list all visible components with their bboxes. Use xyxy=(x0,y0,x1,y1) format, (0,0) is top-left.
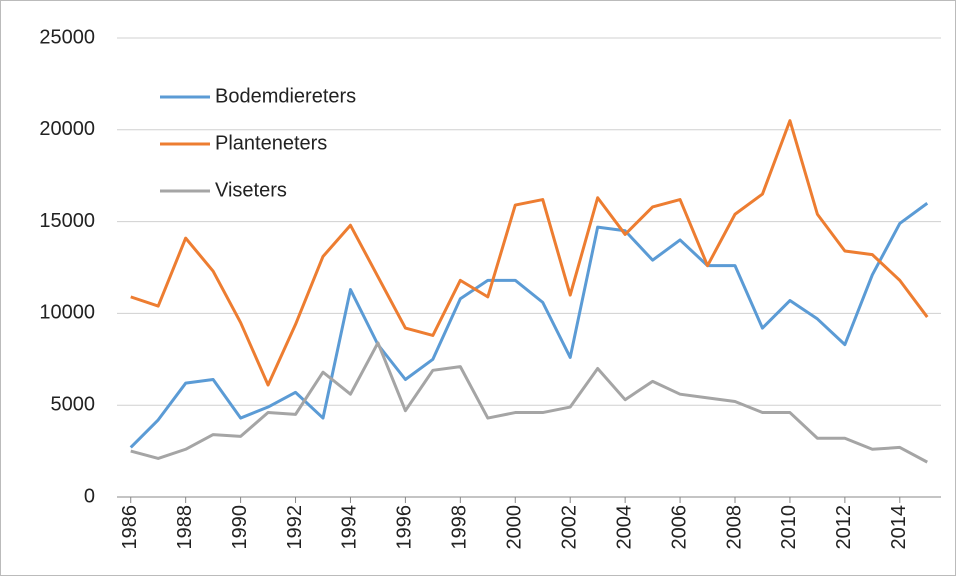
x-tick-label: 2012 xyxy=(833,505,855,550)
x-tick-label: 2014 xyxy=(888,505,910,550)
y-tick-label: 25000 xyxy=(39,26,95,48)
x-tick-label: 2008 xyxy=(723,505,745,550)
series-line xyxy=(130,119,929,387)
y-tick-label: 5000 xyxy=(51,393,96,415)
x-tick-label: 1986 xyxy=(119,505,141,550)
y-tick-label: 0 xyxy=(84,485,95,507)
y-tick-label: 15000 xyxy=(39,210,95,232)
legend-label: Viseters xyxy=(215,179,287,201)
y-tick-label: 20000 xyxy=(39,118,95,140)
legend-label: Planteneters xyxy=(215,132,327,154)
x-tick-label: 1996 xyxy=(394,505,416,550)
x-tick-label: 2006 xyxy=(668,505,690,550)
legend-label: Bodemdiereters xyxy=(215,85,356,107)
series-line xyxy=(129,202,929,449)
x-tick-label: 2002 xyxy=(558,505,580,550)
x-tick-label: 1994 xyxy=(339,505,361,550)
series-line xyxy=(130,341,928,464)
x-tick-label: 1988 xyxy=(174,505,196,550)
x-tick-label: 2004 xyxy=(613,505,635,550)
x-tick-label: 1992 xyxy=(284,505,306,550)
x-tick-label: 2000 xyxy=(504,505,526,550)
x-tick-label: 1998 xyxy=(449,505,471,550)
y-tick-label: 10000 xyxy=(39,302,95,324)
x-tick-label: 1990 xyxy=(229,505,251,550)
x-tick-label: 2010 xyxy=(778,505,800,550)
